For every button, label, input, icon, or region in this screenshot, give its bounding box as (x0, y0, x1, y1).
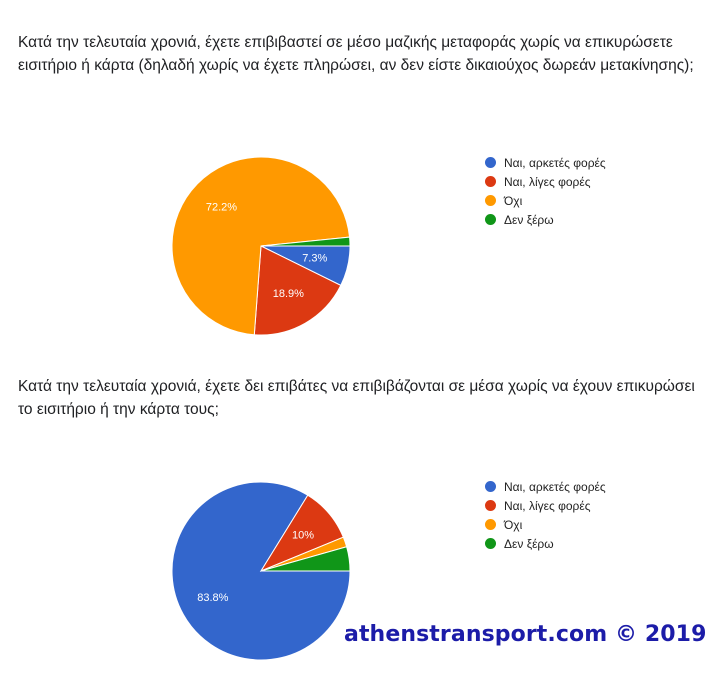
legend-item: Όχι (485, 515, 606, 534)
slice-label-1: 83.8% (197, 592, 228, 604)
legend-label: Ναι, λίγες φορές (504, 498, 591, 513)
legend-label: Δεν ξέρω (504, 212, 554, 227)
slice-label-2: 10% (292, 529, 314, 541)
legend-label: Ναι, αρκετές φορές (504, 479, 606, 494)
legend-item: Δεν ξέρω (485, 210, 606, 229)
legend-item: Όχι (485, 191, 606, 210)
legend-label: Όχι (504, 193, 523, 208)
legend-dot-icon (485, 157, 496, 168)
legend-label: Δεν ξέρω (504, 536, 554, 551)
legend-dot-icon (485, 538, 496, 549)
legend-dot-icon (485, 481, 496, 492)
watermark-text: athenstransport.com © 2019 (344, 622, 707, 647)
pie-chart-2: 83.8% 10% (171, 481, 351, 661)
pie-chart-1: 7.3% 18.9% 72.2% (171, 156, 351, 336)
legend-item: Ναι, λίγες φορές (485, 496, 606, 515)
legend-item: Ναι, αρκετές φορές (485, 477, 606, 496)
question-1-section: Κατά την τελευταία χρονιά, έχετε επιβιβα… (18, 34, 694, 336)
legend-2: Ναι, αρκετές φορές Ναι, λίγες φορές Όχι Δεν… (485, 477, 606, 553)
legend-dot-icon (485, 176, 496, 187)
legend-1: Ναι, αρκετές φορές Ναι, λίγες φορές Όχι Δεν… (485, 153, 606, 229)
legend-dot-icon (485, 214, 496, 225)
legend-dot-icon (485, 500, 496, 511)
slice-label-3: 72.2% (206, 201, 237, 213)
pie-slice-4 (260, 546, 351, 572)
legend-item: Ναι, λίγες φορές (485, 172, 606, 191)
legend-dot-icon (485, 519, 496, 530)
legend-item: Ναι, αρκετές φορές (485, 153, 606, 172)
slice-label-2: 18.9% (273, 288, 304, 300)
legend-item: Δεν ξέρω (485, 534, 606, 553)
question-1-text: Κατά την τελευταία χρονιά, έχετε επιβιβα… (18, 34, 694, 74)
pie-slice-3 (171, 156, 351, 336)
legend-label: Ναι, αρκετές φορές (504, 155, 606, 170)
question-2-text: Κατά την τελευταία χρονιά, έχετε δει επι… (18, 378, 695, 418)
legend-dot-icon (485, 195, 496, 206)
legend-label: Όχι (504, 517, 523, 532)
slice-label-1: 7.3% (302, 253, 327, 265)
legend-label: Ναι, λίγες φορές (504, 174, 591, 189)
pie-slice-2 (253, 245, 342, 336)
pie-slice-4 (260, 236, 351, 247)
